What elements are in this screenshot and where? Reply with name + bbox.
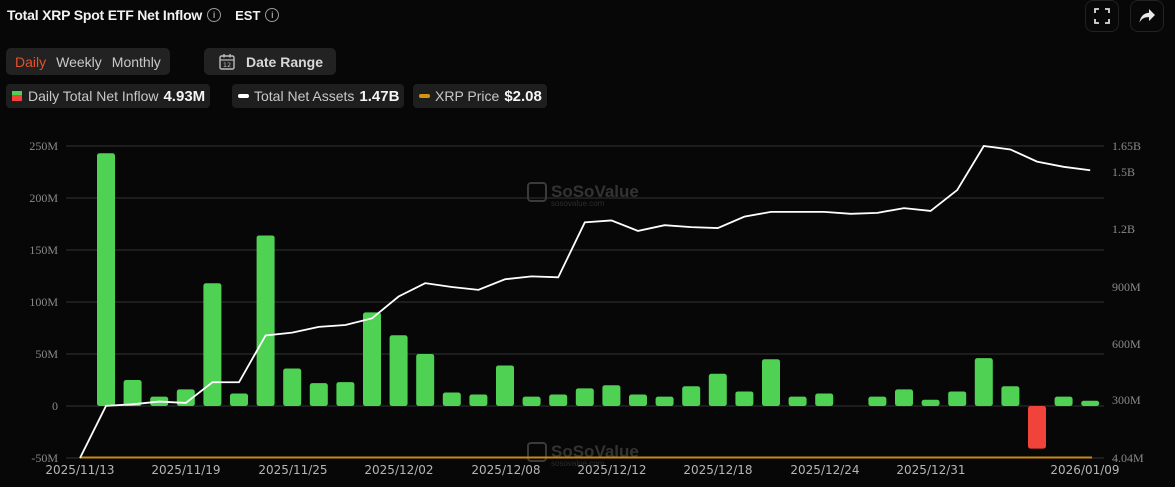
inflow-bar[interactable] [1028,406,1046,449]
inflow-bar[interactable] [629,394,647,406]
inflow-bar[interactable] [735,391,754,406]
inflow-bar[interactable] [1081,400,1100,406]
legend-value: 4.93M [163,87,206,105]
inflow-bar[interactable] [496,365,514,406]
legend-label: XRP Price [435,88,500,104]
y-right-tick: 4.04M [1112,451,1144,465]
inflow-bar[interactable] [363,312,381,406]
inflow-bar[interactable] [868,396,887,406]
inflow-bar[interactable] [309,383,328,406]
inflow-bar[interactable] [1001,386,1020,406]
watermark-site: sosovalue.com [551,199,605,208]
x-tick: 2025/12/08 [471,463,540,477]
inflow-bar[interactable] [602,385,621,406]
inflow-bar[interactable] [123,380,142,406]
timezone-info-icon[interactable]: i [265,8,280,22]
tab-weekly[interactable]: Weekly [56,53,102,70]
inflow-bar[interactable] [549,394,568,406]
chart-header: Total XRP Spot ETF Net Inflow i EST i [7,5,280,25]
inflow-chart[interactable]: 250M 200M 150M 100M 50M 0 -50M 1.65B 1.5B 1.2B 900… [0,120,1175,487]
x-tick: 2025/12/24 [790,463,859,477]
y-left-tick: 0 [52,399,58,413]
y-left-tick: 200M [29,191,58,205]
y-left-tick: 50M [35,347,58,361]
legend-xrp-price[interactable]: XRP Price $2.08 [413,84,547,108]
inflow-bar[interactable] [788,396,807,406]
inflow-bar[interactable] [522,396,541,406]
inflow-bar[interactable] [256,235,275,406]
period-selector: Daily Weekly Monthly [6,48,170,75]
watermark: SoSoValue [551,442,639,461]
inflow-bar[interactable] [708,373,727,406]
x-tick: 2025/11/13 [45,463,114,477]
inflow-bar[interactable] [974,358,993,406]
date-range-label: Date Range [246,53,324,70]
date-range-button[interactable]: 12 Date Range [204,48,336,75]
inflow-bar[interactable] [895,389,913,406]
y-right-tick: 1.5B [1112,165,1135,179]
watermark-site: sosovalue.com [551,459,605,468]
y-right-tick: 900M [1112,280,1141,294]
tab-monthly[interactable]: Monthly [111,53,161,70]
share-button[interactable] [1130,0,1164,32]
legend-value: $2.08 [504,87,542,105]
legend-value: 1.47B [359,87,400,105]
x-tick: 2025/11/19 [151,463,220,477]
x-tick: 2025/11/25 [258,463,327,477]
inflow-bar[interactable] [389,335,408,406]
tab-daily[interactable]: Daily [15,53,47,70]
inflow-swatch-icon [12,91,22,101]
x-tick: 2025/12/02 [364,463,433,477]
price-swatch-icon [419,94,430,98]
watermark: SoSoValue [551,182,639,201]
inflow-bar[interactable] [762,359,780,406]
inflow-bar[interactable] [655,396,674,406]
net-assets-line [79,145,1091,459]
inflow-bar[interactable] [1054,396,1073,406]
inflow-bar[interactable] [230,393,248,406]
x-tick: 2025/12/12 [577,463,646,477]
y-left-tick: 150M [29,243,58,257]
inflow-bar[interactable] [203,283,222,406]
inflow-bar[interactable] [283,368,302,406]
legend-net-inflow[interactable]: Daily Total Net Inflow 4.93M [6,84,211,108]
inflow-bar[interactable] [921,399,940,406]
inflow-bar[interactable] [815,393,834,406]
y-right-tick: 1.65B [1112,139,1141,153]
inflow-bar[interactable] [575,388,594,406]
inflow-bar[interactable] [948,391,967,406]
timezone-label: EST [235,7,261,23]
share-icon [1139,9,1155,23]
calendar-icon: 12 [219,53,235,70]
info-icon[interactable]: i [207,8,222,22]
y-left-tick: 250M [29,139,58,153]
assets-swatch-icon [238,94,249,98]
inflow-bar[interactable] [682,386,701,406]
y-right-tick: 300M [1112,393,1141,407]
legend-net-assets[interactable]: Total Net Assets 1.47B [232,84,405,108]
fullscreen-button[interactable] [1085,0,1119,32]
legend-label: Daily Total Net Inflow [28,88,159,104]
y-left-tick: -50M [31,451,58,465]
x-tick: 2026/01/09 [1050,463,1119,477]
x-tick: 2025/12/31 [896,463,965,477]
watermark-logo-icon [527,442,547,462]
inflow-bar[interactable] [442,392,461,406]
y-right-tick: 600M [1112,337,1141,351]
chart-title: Total XRP Spot ETF Net Inflow [7,7,203,23]
svg-text:12: 12 [223,61,231,69]
x-tick: 2025/12/18 [683,463,752,477]
inflow-bar[interactable] [97,153,115,406]
y-left-tick: 100M [29,295,58,309]
y-right-tick: 1.2B [1112,222,1135,236]
inflow-bar[interactable] [336,382,355,406]
fullscreen-icon [1094,8,1110,24]
legend-label: Total Net Assets [254,88,355,104]
watermark-logo-icon [527,182,547,202]
inflow-bar[interactable] [416,354,435,406]
inflow-bar[interactable] [469,394,488,406]
